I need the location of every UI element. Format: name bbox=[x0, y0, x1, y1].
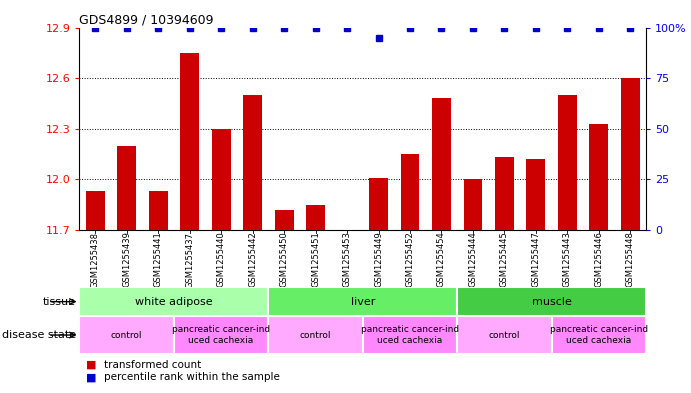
Text: control: control bbox=[489, 331, 520, 340]
Text: GSM1255453: GSM1255453 bbox=[343, 231, 352, 288]
Text: tissue: tissue bbox=[43, 297, 76, 307]
Bar bbox=[527, 159, 545, 230]
Bar bbox=[243, 95, 262, 230]
Text: percentile rank within the sample: percentile rank within the sample bbox=[104, 372, 280, 382]
Text: GSM1255451: GSM1255451 bbox=[311, 231, 320, 287]
Text: GSM1255447: GSM1255447 bbox=[531, 231, 540, 288]
Text: GSM1255443: GSM1255443 bbox=[563, 231, 572, 288]
Text: control: control bbox=[300, 331, 331, 340]
Bar bbox=[149, 191, 168, 230]
Bar bbox=[211, 129, 231, 230]
Text: liver: liver bbox=[350, 297, 375, 307]
Text: ■: ■ bbox=[86, 372, 97, 382]
Bar bbox=[79, 316, 174, 354]
Text: pancreatic cancer-ind
uced cachexia: pancreatic cancer-ind uced cachexia bbox=[550, 325, 648, 345]
Bar bbox=[621, 78, 640, 230]
Text: GSM1255449: GSM1255449 bbox=[374, 231, 383, 287]
Text: GSM1255448: GSM1255448 bbox=[626, 231, 635, 288]
Bar bbox=[274, 209, 294, 230]
Bar bbox=[495, 157, 514, 230]
Text: white adipose: white adipose bbox=[135, 297, 213, 307]
Bar bbox=[180, 53, 199, 230]
Bar bbox=[79, 287, 268, 316]
Bar bbox=[117, 145, 136, 230]
Bar bbox=[174, 316, 268, 354]
Bar bbox=[589, 124, 608, 230]
Bar bbox=[268, 316, 363, 354]
Bar bbox=[457, 287, 646, 316]
Text: GSM1255440: GSM1255440 bbox=[216, 231, 226, 287]
Bar bbox=[464, 179, 482, 230]
Bar bbox=[432, 98, 451, 230]
Text: GSM1255439: GSM1255439 bbox=[122, 231, 131, 288]
Text: GSM1255444: GSM1255444 bbox=[468, 231, 477, 287]
Text: disease state: disease state bbox=[2, 330, 76, 340]
Bar bbox=[401, 154, 419, 230]
Text: GSM1255445: GSM1255445 bbox=[500, 231, 509, 287]
Text: GDS4899 / 10394609: GDS4899 / 10394609 bbox=[79, 13, 214, 26]
Text: transformed count: transformed count bbox=[104, 360, 201, 370]
Text: pancreatic cancer-ind
uced cachexia: pancreatic cancer-ind uced cachexia bbox=[172, 325, 270, 345]
Text: pancreatic cancer-ind
uced cachexia: pancreatic cancer-ind uced cachexia bbox=[361, 325, 459, 345]
Text: GSM1255438: GSM1255438 bbox=[91, 231, 100, 288]
Bar bbox=[268, 287, 457, 316]
Text: control: control bbox=[111, 331, 142, 340]
Text: GSM1255437: GSM1255437 bbox=[185, 231, 194, 288]
Text: GSM1255450: GSM1255450 bbox=[280, 231, 289, 287]
Text: ■: ■ bbox=[86, 360, 97, 370]
Text: GSM1255446: GSM1255446 bbox=[594, 231, 603, 288]
Bar bbox=[551, 316, 646, 354]
Bar bbox=[369, 178, 388, 230]
Text: GSM1255442: GSM1255442 bbox=[248, 231, 257, 287]
Bar bbox=[457, 316, 551, 354]
Bar bbox=[306, 205, 325, 230]
Text: muscle: muscle bbox=[531, 297, 571, 307]
Bar bbox=[558, 95, 577, 230]
Bar bbox=[86, 191, 104, 230]
Text: GSM1255452: GSM1255452 bbox=[406, 231, 415, 287]
Bar bbox=[363, 316, 457, 354]
Text: GSM1255441: GSM1255441 bbox=[153, 231, 162, 287]
Text: GSM1255454: GSM1255454 bbox=[437, 231, 446, 287]
